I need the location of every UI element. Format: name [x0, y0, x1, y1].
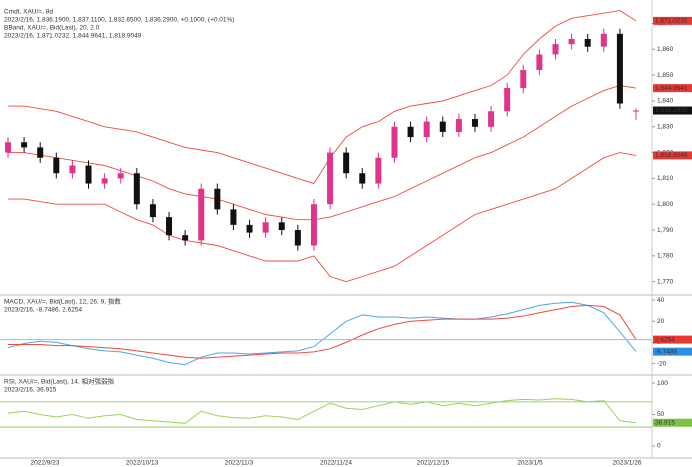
candle-body [262, 222, 269, 233]
candle-body [5, 142, 11, 153]
x-tick-label: 2022/12/15 [417, 460, 450, 467]
last-value-box [653, 151, 692, 160]
x-tick-label: 2022/11/3 [225, 460, 254, 467]
series-line [8, 304, 637, 359]
candle-body [214, 188, 221, 210]
y-tick-label: 50 [657, 411, 665, 418]
last-value-box [653, 335, 692, 344]
candle-body [455, 119, 462, 132]
x-tick-label: 2022/10/13 [126, 460, 159, 467]
y-tick-label: 1,790 [657, 227, 674, 234]
series-line [7, 301, 637, 366]
y-tick-label: 0 [657, 443, 661, 450]
candle-body [166, 217, 173, 236]
panel-title: MACD, XAU/=, Bid(Last), 12, 26, 9, 指数 [4, 297, 121, 306]
last-value-box [653, 418, 692, 427]
candle-body [21, 142, 28, 148]
candle-body [584, 38, 591, 47]
y-tick-label: 1,840 [657, 98, 674, 105]
candle-body [600, 33, 607, 47]
candle-body [310, 204, 317, 246]
candle-body [568, 38, 575, 45]
candle-body [407, 126, 414, 138]
candle-body [101, 178, 108, 184]
y-tick-label: 1,770 [657, 278, 674, 285]
x-tick-label: 2023/1/26 [613, 460, 642, 467]
x-tick-label: 2022/11/24 [320, 460, 352, 467]
last-value-label: 1,844.9641 [655, 85, 688, 92]
candle-body [504, 88, 511, 112]
last-value-label: -8.7486 [655, 348, 677, 355]
candle-body [69, 165, 76, 174]
candle-body [520, 69, 527, 89]
candle-body [343, 152, 350, 174]
candle-body [117, 173, 124, 179]
x-tick-label: 2023/1/5 [517, 460, 543, 467]
band-lower [8, 152, 637, 283]
candle-body [552, 44, 559, 55]
last-value-label: 1,818.9049 [655, 152, 688, 159]
last-value-box [653, 106, 692, 115]
band-title: BBand, XAU/=, Bid(Last), 20, 2.0 [4, 25, 100, 32]
x-tick-label: 2022/9/23 [31, 460, 60, 467]
candle-body [182, 235, 189, 241]
candle-body [294, 230, 301, 246]
last-value-box [653, 84, 692, 93]
candle-body [198, 188, 205, 241]
y-tick-label: 40 [657, 297, 665, 304]
band-middle [8, 85, 637, 221]
y-tick-label: 100 [657, 380, 668, 387]
candle-body [423, 121, 430, 138]
candle-body [471, 119, 478, 127]
candle-body [278, 222, 285, 231]
candle-body [53, 157, 60, 174]
candle-body [246, 224, 253, 233]
y-tick-label: -20 [657, 360, 667, 367]
series-line [7, 398, 637, 424]
last-value-label: 1,871.0232 [655, 18, 688, 25]
candle-body [391, 126, 398, 158]
last-value-label: 36.915 [655, 419, 675, 426]
last-value-box [653, 16, 692, 25]
candle-body [375, 157, 382, 184]
panel-info: 2023/2/16, 36.915 [4, 387, 57, 394]
panel-info: 2023/2/16, -8.7486, 2.6254 [4, 307, 82, 314]
candle-body [439, 121, 446, 132]
band-info: 2023/2/16, 1,871.0232, 1,844.9641, 1,818… [4, 33, 142, 40]
last-value-box [653, 347, 692, 356]
candle-body [488, 111, 495, 127]
y-tick-label: 1,830 [657, 123, 674, 130]
band-upper [8, 10, 637, 185]
last-value-label: 1,836.2900 [655, 107, 688, 114]
candle-body [616, 33, 623, 104]
candle-body [230, 209, 237, 225]
candle-body [37, 147, 44, 158]
y-tick-label: 1,810 [657, 175, 674, 182]
y-tick-label: 1,860 [657, 46, 674, 53]
y-tick-label: 1,780 [657, 253, 674, 260]
candle-body [85, 165, 92, 184]
panel-title: Cmdt, XAU/=, 8d [4, 9, 53, 16]
candle-body [327, 152, 334, 205]
last-value-label: 2.6254 [655, 336, 675, 343]
candle-body [633, 110, 639, 112]
candle-body [359, 173, 366, 184]
candle-body [536, 54, 543, 70]
candle-body [133, 173, 140, 205]
y-tick-label: 1,850 [657, 72, 674, 79]
candle-body [149, 204, 156, 218]
panel-title: RSI, XAU/=, Bid(Last), 14, 相对强弱指 [4, 377, 114, 386]
panel-info: 2023/2/16, 1,836.1900, 1,837.1100, 1,832… [4, 17, 234, 24]
y-tick-label: 1,800 [657, 201, 674, 208]
y-tick-label: 20 [657, 318, 665, 325]
